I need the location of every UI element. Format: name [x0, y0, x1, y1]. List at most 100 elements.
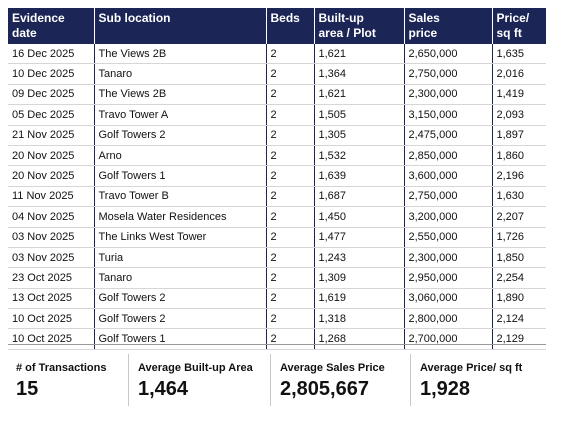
table-cell: 1,309	[313, 267, 404, 289]
table-cell: 2,800,000	[403, 308, 492, 330]
table-cell: 3,150,000	[403, 104, 492, 126]
table-cell: The Views 2B	[93, 44, 266, 65]
table-cell: 2	[265, 63, 314, 85]
table-cell: 1,505	[313, 104, 404, 126]
table-cell: Golf Towers 2	[93, 125, 266, 146]
table-cell: 1,621	[313, 84, 404, 106]
table-row: 13 Oct 2025 Golf Towers 2 2 1,619 3,060,000 1…	[8, 288, 546, 310]
table-cell: 2,700,000	[403, 328, 492, 350]
table-cell: 2	[265, 125, 314, 146]
table-cell: 1,619	[313, 288, 404, 310]
table-cell: 2,300,000	[403, 247, 492, 269]
stat-divider	[270, 354, 271, 406]
table-cell: 1,268	[313, 328, 404, 350]
stat-divider	[410, 354, 411, 406]
table-body: 16 Dec 2025 The Views 2B 2 1,621 2,650,000 1,…	[8, 44, 546, 350]
table-cell: 2	[265, 308, 314, 330]
table-row: 20 Nov 2025 Golf Towers 1 2 1,639 3,600,000 2…	[8, 165, 546, 187]
table-cell: 1,243	[313, 247, 404, 269]
table-row: 21 Nov 2025 Golf Towers 2 2 1,305 2,475,000 1…	[8, 125, 546, 146]
table-cell: 2,300,000	[403, 84, 492, 106]
table-cell: 20 Nov 2025	[8, 165, 94, 187]
column-header: Sub location	[93, 8, 266, 44]
stat-label: Average Sales Price	[280, 362, 385, 374]
table-cell: 03 Nov 2025	[8, 247, 94, 269]
table-cell: 20 Nov 2025	[8, 145, 94, 167]
table-cell: 1,890	[491, 288, 546, 310]
table-cell: 10 Dec 2025	[8, 63, 94, 85]
stat-value: 15	[16, 378, 39, 400]
table-cell: 03 Nov 2025	[8, 227, 94, 248]
table-cell: 2	[265, 104, 314, 126]
table-row: 11 Nov 2025 Travo Tower B 2 1,687 2,750,000 1…	[8, 186, 546, 208]
stat-value: 1,928	[420, 378, 471, 400]
table-cell: 1,630	[491, 186, 546, 208]
table-cell: 1,477	[313, 227, 404, 248]
table-cell: 2	[265, 328, 314, 350]
header-row: Evidence date Sub location Beds Built-up ar…	[8, 8, 546, 44]
table-cell: 1,532	[313, 145, 404, 167]
table-cell: 2,750,000	[403, 186, 492, 208]
table-cell: The Links West Tower	[93, 227, 266, 248]
stat-label: Average Built-up Area	[138, 362, 253, 374]
table-cell: 1,305	[313, 125, 404, 146]
table-cell: 1,860	[491, 145, 546, 167]
table-cell: 2,650,000	[403, 44, 492, 65]
column-header: Price/ sq ft	[491, 8, 546, 44]
table-row: 16 Dec 2025 The Views 2B 2 1,621 2,650,000 1,…	[8, 44, 546, 65]
table-row: 04 Nov 2025 Mosela Water Residences 2 1,450…	[8, 206, 546, 228]
summary-stat: Average Price/ sq ft 1,928	[410, 354, 522, 406]
table-cell: 2	[265, 288, 314, 310]
table-cell: Golf Towers 1	[93, 328, 266, 350]
table-cell: Tanaro	[93, 63, 266, 85]
table-cell: 2,750,000	[403, 63, 492, 85]
table-cell: 2	[265, 227, 314, 248]
table-cell: 2	[265, 44, 314, 65]
summary-stat: # of Transactions 15	[6, 354, 106, 406]
table-cell: 1,419	[491, 84, 546, 106]
table-cell: 1,450	[313, 206, 404, 228]
table-cell: 1,850	[491, 247, 546, 269]
table-cell: 21 Nov 2025	[8, 125, 94, 146]
table-cell: Golf Towers 1	[93, 165, 266, 187]
transactions-table: Evidence date Sub location Beds Built-up ar…	[8, 8, 546, 350]
separator	[8, 344, 546, 345]
table-cell: 1,635	[491, 44, 546, 65]
column-header: Sales price	[403, 8, 492, 44]
table-cell: The Views 2B	[93, 84, 266, 106]
table-cell: 2,129	[491, 328, 546, 350]
table-cell: 1,639	[313, 165, 404, 187]
table-row: 03 Nov 2025 The Links West Tower 2 1,477 2,5…	[8, 227, 546, 248]
table-cell: 3,200,000	[403, 206, 492, 228]
table-cell: 13 Oct 2025	[8, 288, 94, 310]
table-cell: 3,060,000	[403, 288, 492, 310]
stat-value: 2,805,667	[280, 378, 369, 400]
table-cell: 16 Dec 2025	[8, 44, 94, 65]
table-cell: 2,207	[491, 206, 546, 228]
table-cell: Travo Tower A	[93, 104, 266, 126]
table-cell: Tanaro	[93, 267, 266, 289]
table-cell: Travo Tower B	[93, 186, 266, 208]
table-cell: 1,364	[313, 63, 404, 85]
table-cell: Golf Towers 2	[93, 288, 266, 310]
table-cell: Turia	[93, 247, 266, 269]
stat-value: 1,464	[138, 378, 189, 400]
table-cell: 2	[265, 165, 314, 187]
table-cell: 2	[265, 145, 314, 167]
table-cell: 05 Dec 2025	[8, 104, 94, 126]
table-cell: Golf Towers 2	[93, 308, 266, 330]
table-cell: 2	[265, 247, 314, 269]
column-header: Built-up area / Plot	[313, 8, 404, 44]
table-cell: 1,897	[491, 125, 546, 146]
table-cell: 3,600,000	[403, 165, 492, 187]
table-cell: 10 Oct 2025	[8, 328, 94, 350]
table-cell: 2	[265, 267, 314, 289]
table-cell: 1,687	[313, 186, 404, 208]
table-cell: 1,726	[491, 227, 546, 248]
table-row: 10 Oct 2025 Golf Towers 2 2 1,318 2,800,000 2…	[8, 308, 546, 330]
stat-label: Average Price/ sq ft	[420, 362, 523, 374]
stat-divider	[128, 354, 129, 406]
table-row: 20 Nov 2025 Arno 2 1,532 2,850,000 1,860	[8, 145, 546, 167]
table-row: 10 Dec 2025 Tanaro 2 1,364 2,750,000 2,016	[8, 63, 546, 85]
